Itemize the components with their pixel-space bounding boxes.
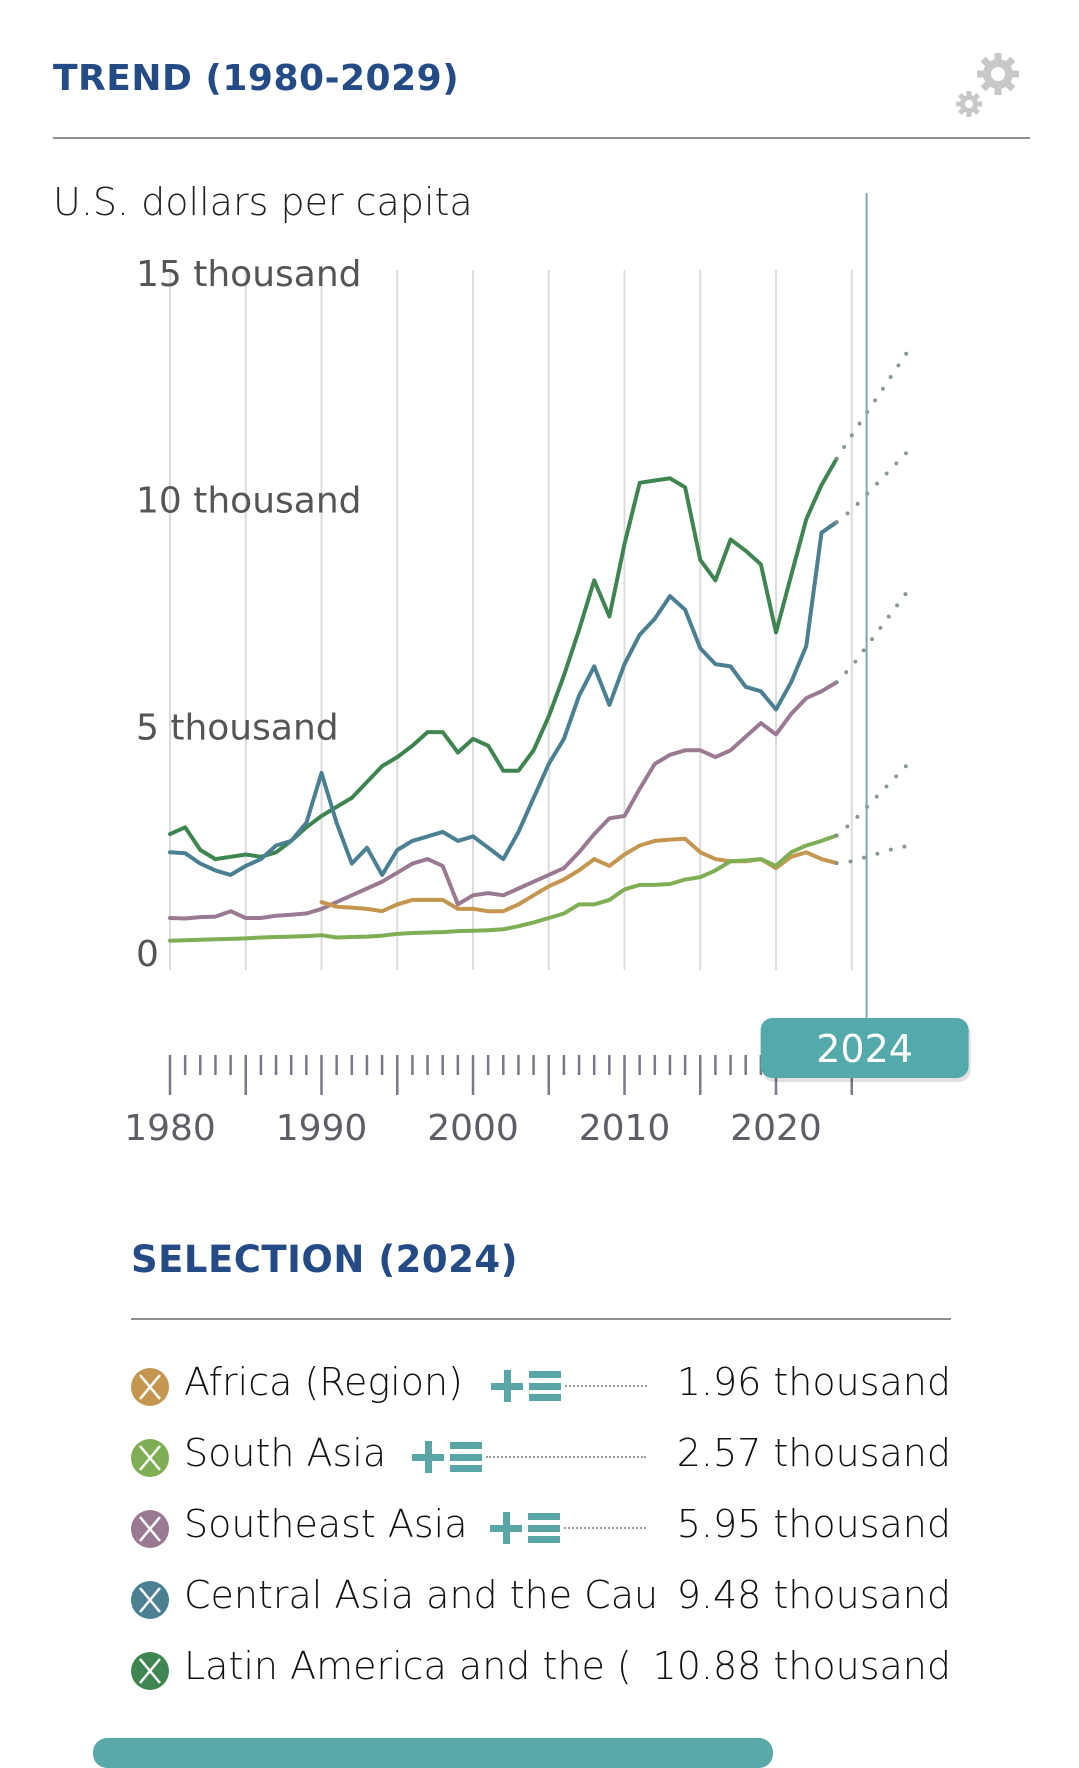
grid-lines	[169, 270, 853, 970]
x-axis: 1980 1990 2000 2010 2020	[124, 1055, 853, 1149]
legend-series-name: Latin America and the (	[184, 1644, 632, 1688]
legend-series-name: Africa (Region)	[184, 1360, 463, 1404]
legend-series-value: 1.96 thousand	[668, 1360, 951, 1404]
series-projection	[834, 342, 915, 461]
add-icon[interactable]	[490, 1512, 522, 1544]
selected-year-label: 2024	[816, 1027, 913, 1071]
legend-series-value: 5.95 thousand	[668, 1502, 951, 1546]
legend-series-name: Southeast Asia	[184, 1502, 468, 1546]
x-tick-label: 1980	[124, 1108, 216, 1149]
list-icon[interactable]	[450, 1442, 482, 1472]
legend-series-value: 9.48 thousand	[668, 1573, 951, 1617]
x-tick-label: 2010	[579, 1108, 671, 1149]
y-tick-label: 15 thousand	[136, 254, 362, 295]
header-divider	[53, 137, 1030, 139]
legend-series-name: Central Asia and the Cau	[184, 1573, 659, 1617]
add-icon[interactable]	[491, 1370, 523, 1402]
legend-row: South Asia 2.57 thousand	[131, 1429, 951, 1485]
y-tick-label: 10 thousand	[136, 481, 362, 522]
add-icon[interactable]	[412, 1441, 444, 1473]
selection-title: SELECTION (2024)	[131, 1238, 519, 1281]
list-icon[interactable]	[528, 1513, 560, 1543]
legend-series-value: 2.57 thousand	[668, 1431, 951, 1475]
remove-series-icon[interactable]	[131, 1652, 169, 1690]
remove-series-icon[interactable]	[131, 1581, 169, 1619]
series-projection	[834, 444, 915, 525]
list-icon[interactable]	[529, 1371, 561, 1401]
x-tick-label: 1990	[276, 1108, 368, 1149]
leader-dots	[564, 1527, 646, 1529]
series-projection	[834, 582, 915, 685]
y-axis-unit-label: U.S. dollars per capita	[53, 180, 473, 224]
legend-series-value: 10.88 thousand	[644, 1644, 951, 1688]
gears-icon[interactable]	[952, 48, 1024, 120]
series-lines	[168, 342, 915, 943]
x-tick-label: 2020	[730, 1108, 822, 1149]
trend-title: TREND (1980-2029)	[53, 58, 460, 99]
series-line	[168, 520, 839, 877]
series-projection	[834, 757, 915, 838]
leader-dots	[486, 1456, 646, 1458]
leader-dots	[565, 1385, 647, 1387]
legend-series-name: South Asia	[184, 1431, 387, 1475]
legend-row: Central Asia and the Cau 9.48 thousand	[131, 1571, 951, 1627]
legend-row: Southeast Asia 5.95 thousand	[131, 1500, 951, 1556]
legend-row: Africa (Region) 1.96 thousand	[131, 1358, 951, 1414]
series-line	[168, 680, 839, 921]
series-line	[168, 833, 839, 943]
y-tick-label: 0	[136, 934, 159, 975]
series-projection	[834, 843, 915, 866]
bottom-action-button[interactable]	[93, 1738, 773, 1768]
series-line	[168, 456, 839, 862]
remove-series-icon[interactable]	[131, 1368, 169, 1406]
y-tick-label: 5 thousand	[136, 707, 339, 748]
remove-series-icon[interactable]	[131, 1439, 169, 1477]
selection-divider	[131, 1318, 951, 1320]
legend-row: Latin America and the ( 10.88 thousand	[131, 1642, 951, 1698]
remove-series-icon[interactable]	[131, 1510, 169, 1548]
x-tick-label: 2000	[427, 1108, 519, 1149]
y-axis-labels: 0 5 thousand 10 thousand 15 thousand	[136, 254, 362, 975]
selected-year-badge[interactable]: 2024	[760, 1018, 971, 1082]
